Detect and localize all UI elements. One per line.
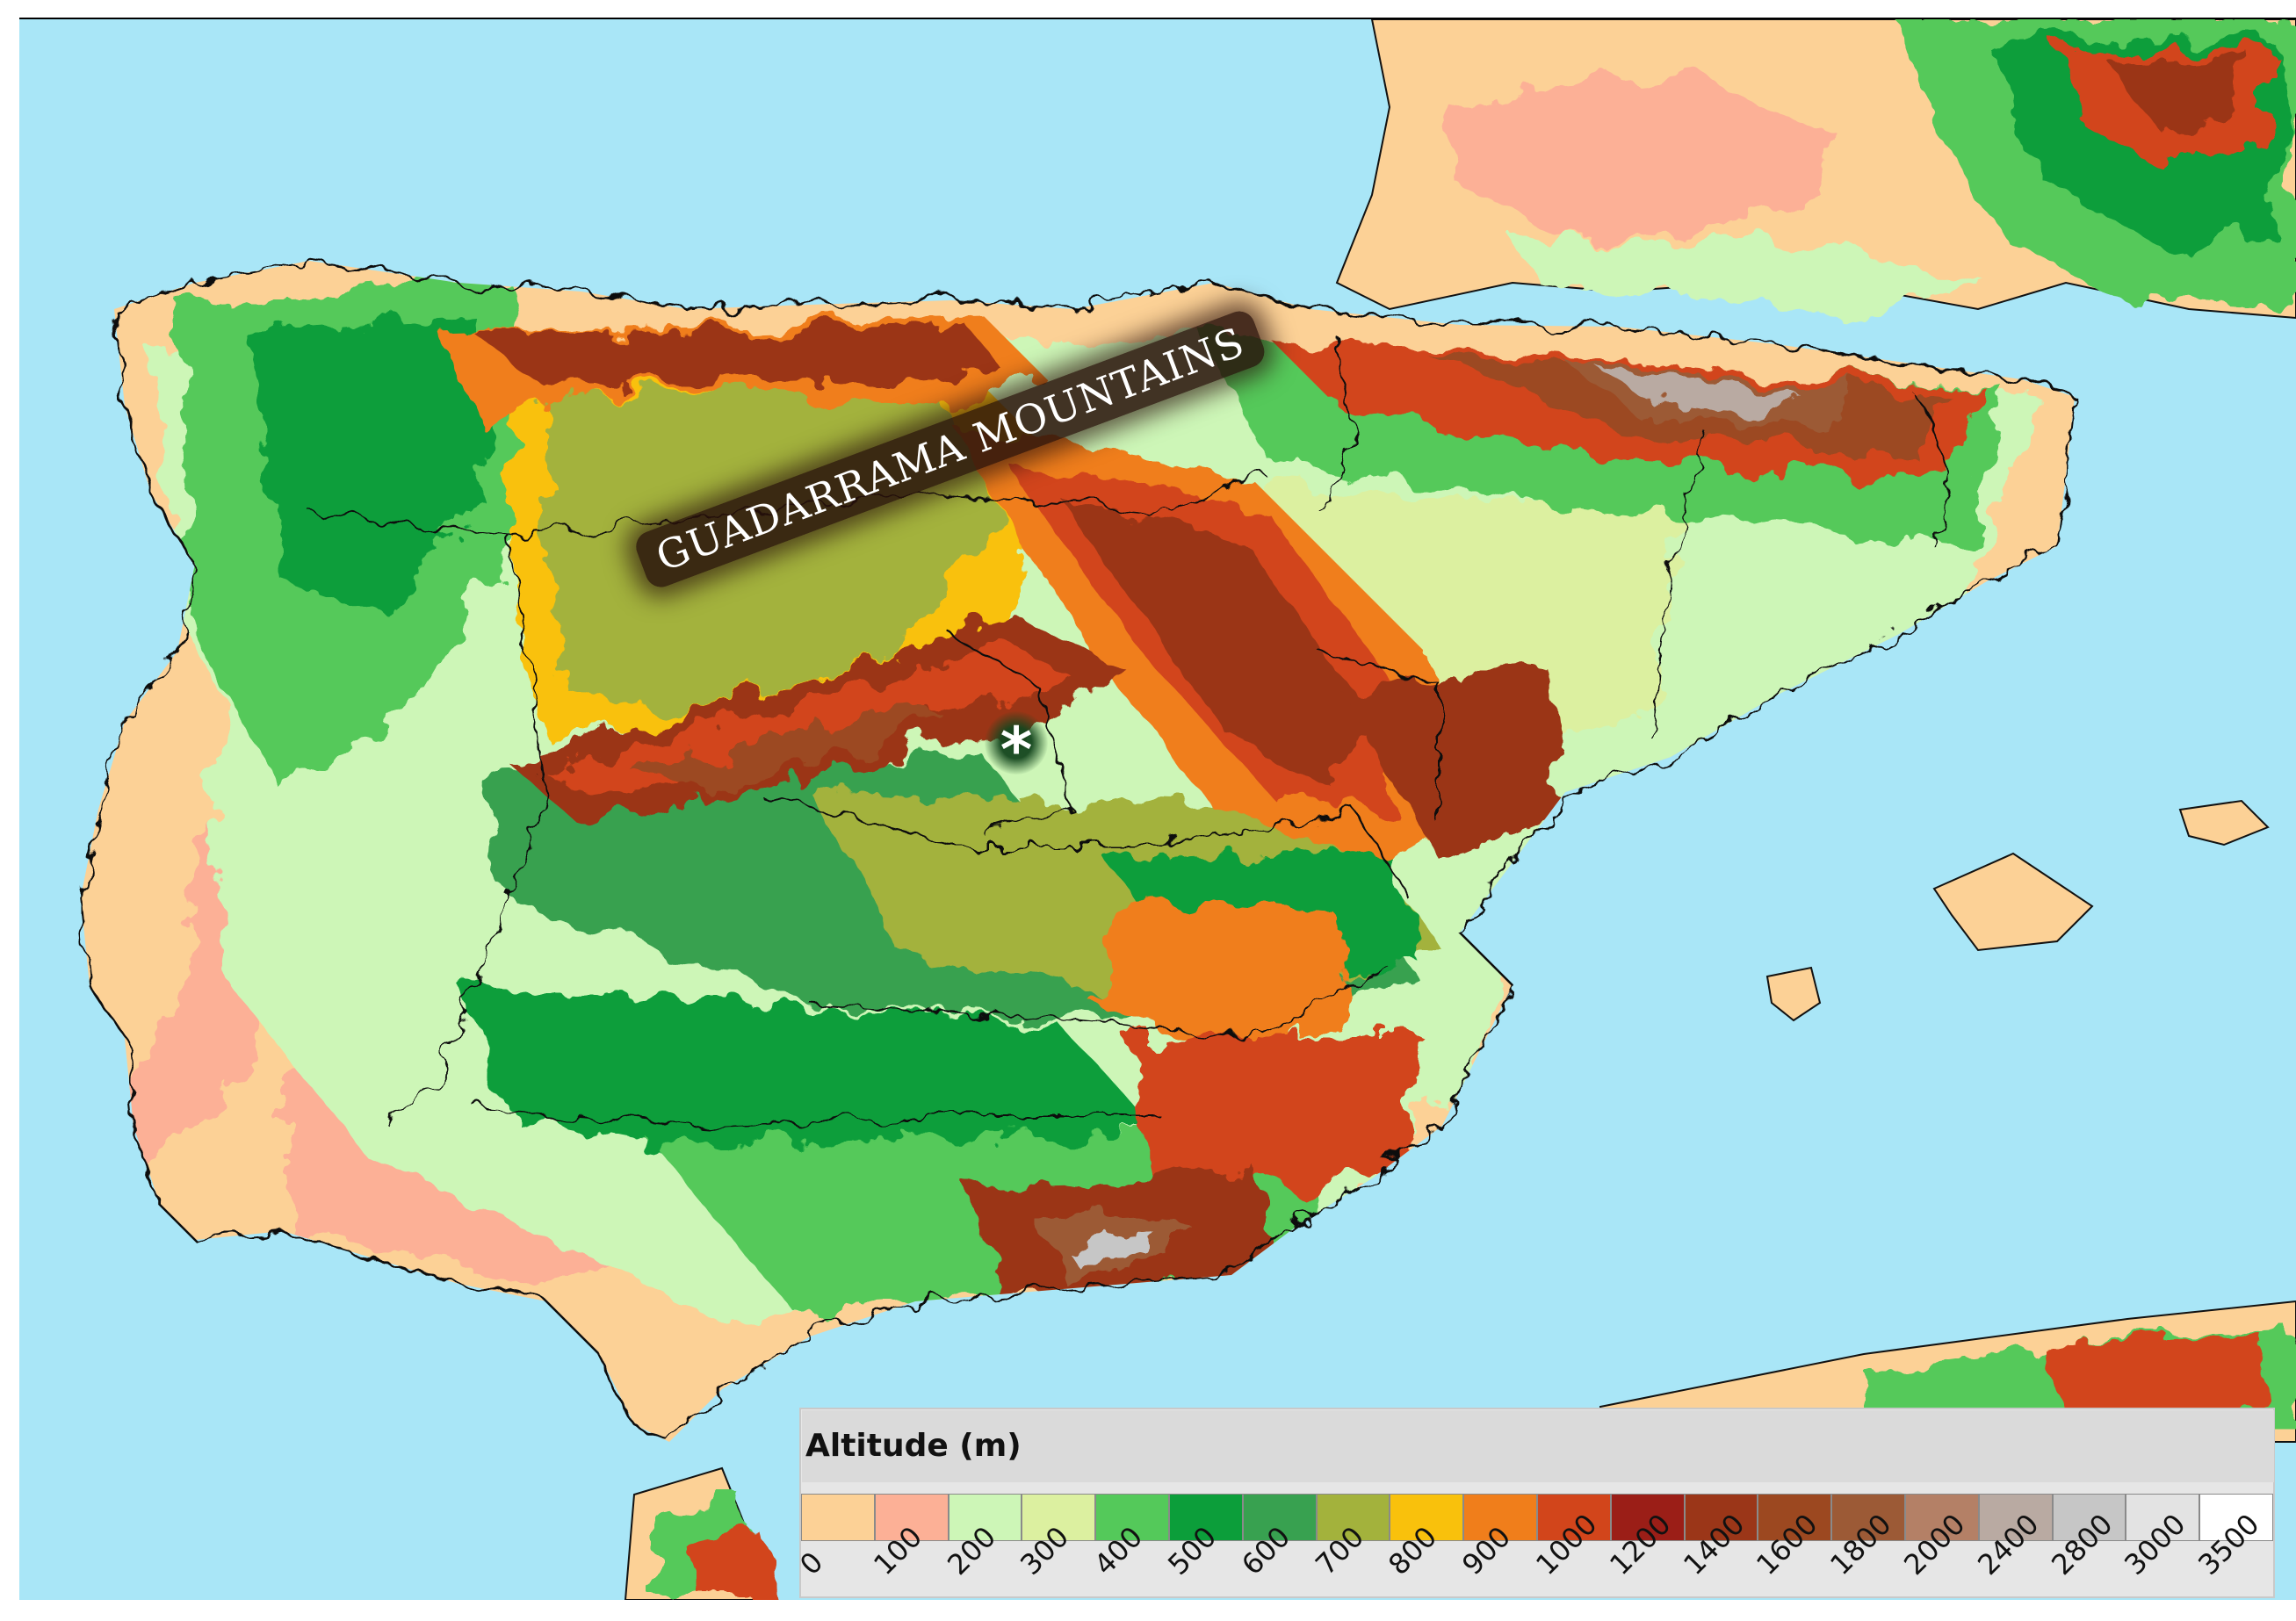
legend-swatch	[1242, 1494, 1317, 1541]
legend-swatch	[1684, 1494, 1758, 1541]
legend-swatch	[1904, 1494, 1979, 1541]
island-menorca	[2178, 799, 2270, 847]
relief-map-canvas	[19, 19, 2296, 1600]
legend-swatch	[1095, 1494, 1169, 1541]
island-ibiza	[1765, 966, 1822, 1022]
legend-swatch	[1168, 1494, 1243, 1541]
madrid-marker-icon: *	[985, 711, 1048, 786]
legend-title: Altitude (m)	[802, 1410, 2274, 1482]
altitude-legend: Altitude (m) 0 100 200 300 400 500 600 700 800 90…	[793, 1408, 2275, 1599]
legend-tick-label: 0	[793, 1545, 830, 1581]
legend-swatch	[948, 1494, 1022, 1541]
region-borders	[308, 335, 1953, 1127]
legend-swatch	[1022, 1494, 1096, 1541]
legend-swatch	[2126, 1494, 2200, 1541]
legend-swatch	[2052, 1494, 2126, 1541]
legend-swatch	[1831, 1494, 1905, 1541]
legend-swatch	[1463, 1494, 1537, 1541]
legend-swatch	[1536, 1494, 1611, 1541]
legend-swatch	[1316, 1494, 1390, 1541]
legend-swatch	[1758, 1494, 1832, 1541]
legend-swatch-row	[801, 1494, 2273, 1541]
legend-swatch	[1390, 1494, 1464, 1541]
coastline	[79, 259, 2076, 1444]
legend-swatch	[2199, 1494, 2273, 1541]
legend-swatch	[801, 1494, 875, 1541]
legend-swatch	[874, 1494, 949, 1541]
legend-tick-row: 0 100 200 300 400 500 600 700 800 900 1000 1200 1400…	[793, 1508, 2273, 1599]
relief-map: GUADARRAMA MOUNTAINS *	[19, 18, 2296, 1600]
legend-swatch	[1610, 1494, 1685, 1541]
island-mallorca	[1932, 852, 2094, 952]
legend-swatch	[1978, 1494, 2053, 1541]
